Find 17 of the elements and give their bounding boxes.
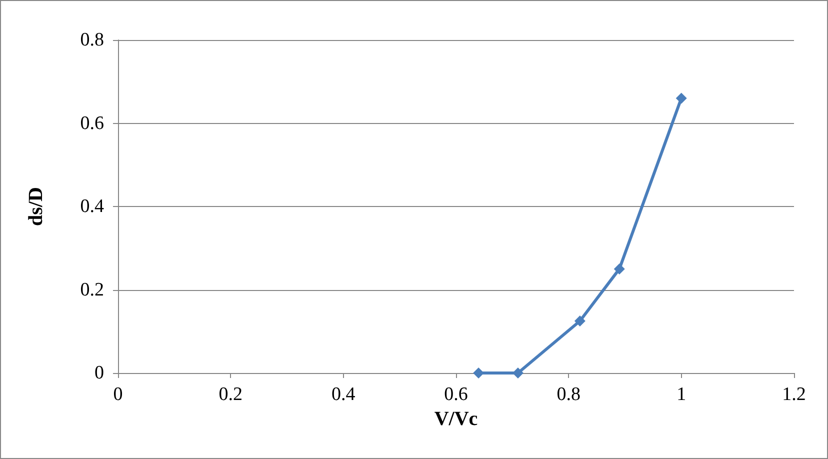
x-tick-label: 1.2 xyxy=(782,384,806,405)
x-tick-label: 1 xyxy=(676,384,686,405)
y-tick-label: 0.4 xyxy=(80,196,104,217)
point xyxy=(614,263,625,274)
y-tick-label: 0.2 xyxy=(80,279,104,300)
x-tick-label: 0.8 xyxy=(556,384,581,405)
y-tick-label: 0 xyxy=(94,362,104,384)
y-tick-label: 0.6 xyxy=(80,112,104,134)
point xyxy=(676,92,687,104)
y-tick-label: 0.8 xyxy=(80,30,104,50)
y-axis-title: ds/D xyxy=(25,187,47,226)
point xyxy=(574,315,586,326)
x-axis-title: V/Vc xyxy=(434,408,478,430)
x-tick-label: 0.4 xyxy=(331,384,356,405)
x-tick-label: 0 xyxy=(113,384,123,405)
x-tick-label: 0.6 xyxy=(444,384,468,405)
x-tick-label: 0.2 xyxy=(218,384,243,405)
